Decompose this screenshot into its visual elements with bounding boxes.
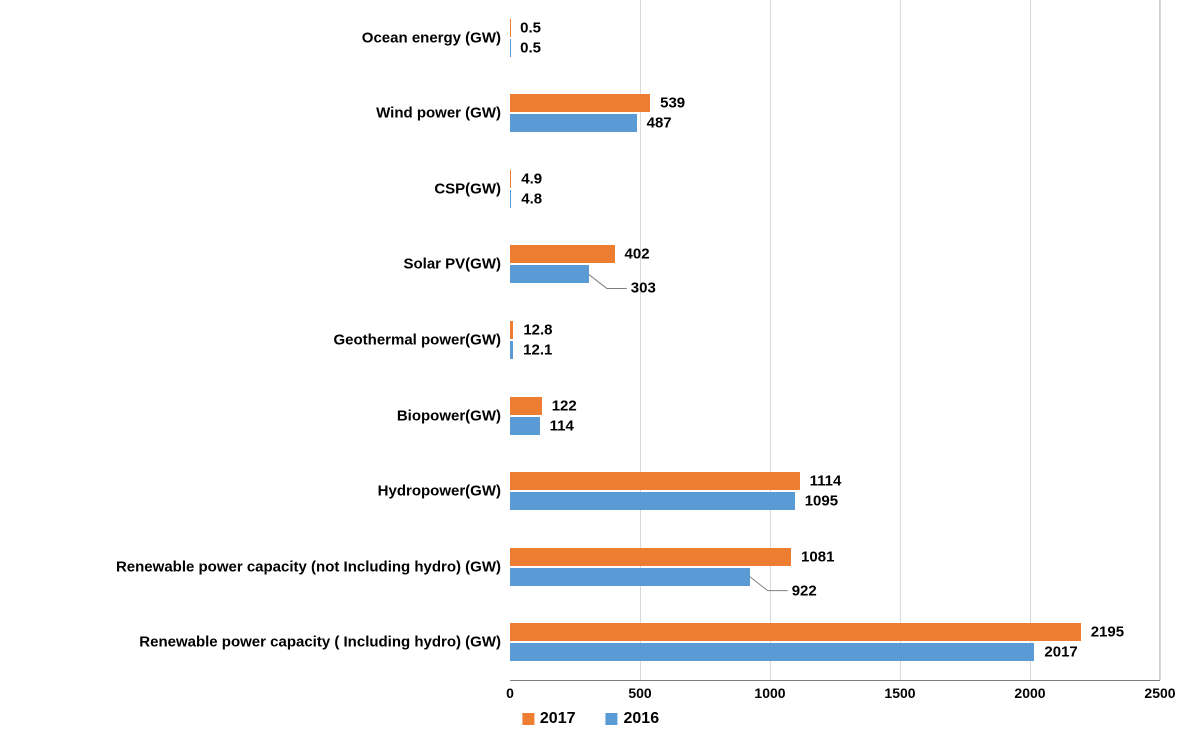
value-label-2017: 402 <box>625 246 650 263</box>
x-axis-line <box>510 680 1160 681</box>
bar-2017 <box>510 321 513 339</box>
legend-swatch-2017 <box>522 713 534 725</box>
category-label: CSP(GW) <box>434 180 501 197</box>
gridline <box>900 0 901 680</box>
category-label: Geothermal power(GW) <box>333 332 501 349</box>
category-label: Renewable power capacity ( Including hyd… <box>139 634 501 651</box>
value-label-2017: 1081 <box>801 548 834 565</box>
category-label: Renewable power capacity (not Including … <box>116 558 501 575</box>
legend-item-2016: 2016 <box>606 710 660 728</box>
bar-2017 <box>510 623 1081 641</box>
bar-2017 <box>510 170 511 188</box>
value-label-2017: 0.5 <box>520 19 541 36</box>
value-label-2016: 303 <box>631 280 656 297</box>
category-label: Ocean energy (GW) <box>362 29 501 46</box>
bar-2017 <box>510 548 791 566</box>
legend: 2017 2016 <box>522 710 659 728</box>
x-tick-label: 0 <box>506 685 514 701</box>
category-label: Hydropower(GW) <box>378 483 501 500</box>
category-label: Biopower(GW) <box>397 407 501 424</box>
bar-2016 <box>510 114 637 132</box>
x-tick-label: 1000 <box>754 685 785 701</box>
value-label-2016: 114 <box>550 417 574 434</box>
legend-label-2017: 2017 <box>540 710 576 728</box>
bar-2017 <box>510 94 650 112</box>
value-label-2017: 12.8 <box>523 322 552 339</box>
gridline <box>1160 0 1161 680</box>
value-label-2016: 487 <box>647 115 672 132</box>
value-label-2017: 122 <box>552 397 577 414</box>
legend-label-2016: 2016 <box>624 710 660 728</box>
value-label-2017: 2195 <box>1091 624 1124 641</box>
x-tick-label: 500 <box>628 685 651 701</box>
gridline <box>1030 0 1031 680</box>
gridline <box>770 0 771 680</box>
legend-swatch-2016 <box>606 713 618 725</box>
x-tick-label: 2000 <box>1014 685 1045 701</box>
x-tick-label: 2500 <box>1144 685 1175 701</box>
value-label-2017: 4.9 <box>521 170 542 187</box>
value-label-2016: 922 <box>792 582 817 599</box>
bar-2016 <box>510 643 1034 661</box>
chart-container: 0 500 1000 1500 2000 2500 Ocean energy (GW) Wi… <box>0 0 1181 738</box>
bar-2016 <box>510 568 750 586</box>
value-label-2016: 12.1 <box>523 342 552 359</box>
value-label-2016: 4.8 <box>521 190 542 207</box>
bar-2017 <box>510 245 615 263</box>
bar-2017 <box>510 397 542 415</box>
value-label-2016: 1095 <box>805 493 838 510</box>
bar-2016 <box>510 492 795 510</box>
value-label-2017: 539 <box>660 95 685 112</box>
x-tick-label: 1500 <box>884 685 915 701</box>
category-label: Wind power (GW) <box>376 105 501 122</box>
bar-2016 <box>510 417 540 435</box>
bar-2017 <box>510 472 800 490</box>
bar-2016 <box>510 265 589 283</box>
value-label-2017: 1114 <box>810 473 842 490</box>
value-label-2016: 2017 <box>1044 644 1077 661</box>
bar-2016 <box>510 190 511 208</box>
legend-item-2017: 2017 <box>522 710 576 728</box>
bar-2016 <box>510 341 513 359</box>
category-label: Solar PV(GW) <box>403 256 501 273</box>
value-label-2016: 0.5 <box>520 39 541 56</box>
